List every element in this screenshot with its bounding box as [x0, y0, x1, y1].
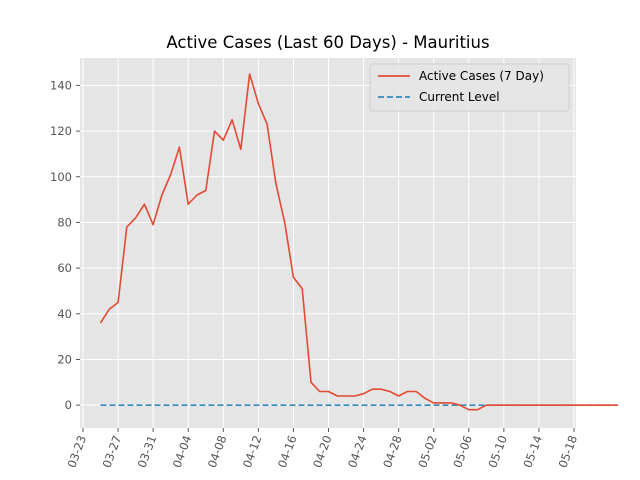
y-tick-label: 140: [50, 78, 72, 92]
legend-label-current-level: Current Level: [419, 90, 500, 104]
y-tick-label: 0: [65, 398, 72, 412]
chart-title: Active Cases (Last 60 Days) - Mauritius: [166, 33, 489, 52]
y-axis: 0 20 40 60 80 100 120 140: [50, 78, 80, 412]
series-layer: [99, 73, 618, 411]
y-tick-label: 120: [50, 124, 72, 138]
y-tick-label: 100: [50, 170, 72, 184]
legend: Active Cases (7 Day) Current Level: [369, 63, 570, 112]
series-line-active-cases-7-day: [99, 73, 618, 411]
legend-label-active-cases: Active Cases (7 Day): [419, 69, 544, 83]
y-tick-label: 80: [57, 215, 72, 229]
y-tick-label: 60: [57, 261, 72, 275]
y-tick-label: 40: [57, 307, 72, 321]
legend-box: [369, 63, 570, 112]
y-tick-label: 20: [57, 352, 72, 366]
